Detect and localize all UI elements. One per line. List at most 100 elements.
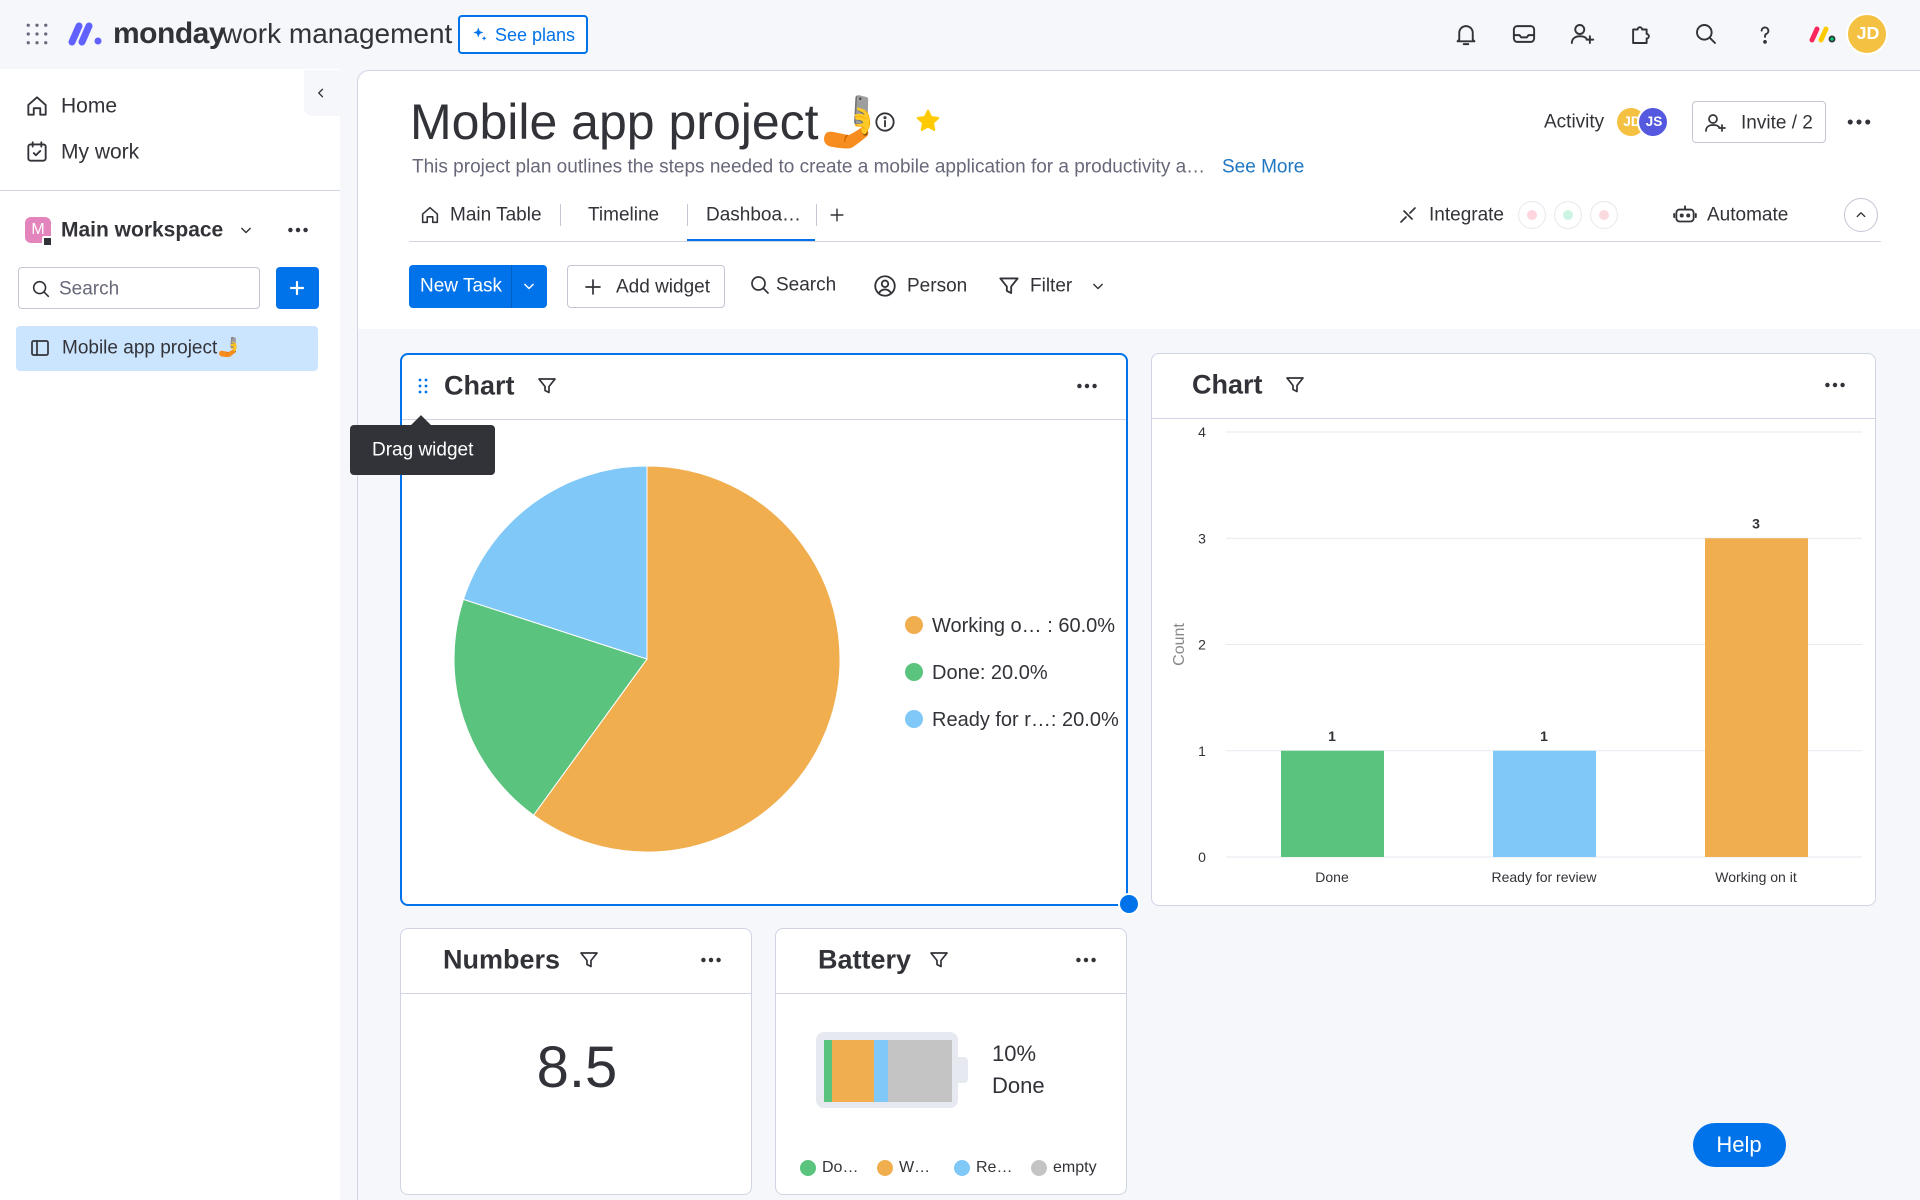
filter-icon[interactable] [996,273,1022,299]
bar-value-label: 1 [1540,728,1548,744]
drag-handle[interactable] [411,374,435,398]
activity-link[interactable]: Activity [1544,111,1605,133]
toolbar-search-icon[interactable] [748,273,772,297]
widget: Chart Working o… : 60.0% Done: 20.0% Ready … [400,353,1128,906]
favorite[interactable] [914,107,942,135]
collapse-header[interactable] [1844,198,1878,232]
widget-filter[interactable] [535,374,559,398]
toolbar-search[interactable]: Search [776,274,837,296]
sparkle-icon [473,27,487,41]
integrate-label[interactable]: Integrate [1429,204,1504,226]
tabs-divider [409,241,1881,242]
collapse-sidebar[interactable] [304,70,340,116]
widget-filter[interactable] [927,948,951,972]
workspace-home-badge [42,236,53,247]
legend-swatch [905,710,923,728]
board-item[interactable]: Mobile app project🤳 [16,326,318,371]
legend-label: Ready for r…: 20.0% [932,709,1119,731]
widget-header-divider [776,993,1126,994]
pie-slice [462,465,648,660]
bar [1281,750,1384,857]
workspace-dropdown[interactable] [236,220,256,240]
product-switcher[interactable] [1808,24,1836,44]
y-tick-label: 0 [1198,849,1206,865]
add-item-button[interactable] [276,267,319,309]
search-icon [32,280,50,298]
widget-menu[interactable] [1073,947,1099,973]
automate-icon[interactable] [1672,202,1698,228]
toolbar-filter[interactable]: Filter [1030,275,1073,297]
sidebar-divider [0,190,340,191]
integration-badge [1590,201,1618,229]
widget-header-divider [402,419,1126,420]
widget-menu[interactable] [698,947,724,973]
home-icon[interactable] [24,93,50,119]
member-avatar[interactable]: JS [1637,106,1669,138]
workspace-initial: M [31,221,45,238]
board-icon [31,340,49,356]
my-work-icon[interactable] [24,139,50,165]
resize-handle[interactable] [1118,893,1140,915]
nav-home[interactable]: Home [61,94,118,118]
see-more-link[interactable]: See More [1222,156,1305,178]
integrate-icon[interactable] [1396,203,1420,227]
workspace-name[interactable]: Main workspace [61,218,224,242]
product-name: work management [222,18,453,49]
member-avatar-initials: JS [1645,114,1663,130]
add-widget-button[interactable]: Add widget [567,265,725,308]
user-avatar[interactable]: JD [1846,13,1888,55]
view-tab[interactable]: Dashboa… [706,204,802,226]
view-tab[interactable]: Timeline [588,204,660,226]
board-info[interactable] [872,109,898,135]
plus-icon [289,280,305,296]
x-tick-label: Ready for review [1491,869,1597,885]
workspace-menu[interactable] [285,217,311,243]
see-plans-button[interactable]: See plans [458,15,588,54]
y-tick-label: 2 [1198,637,1206,653]
automate-label[interactable]: Automate [1707,204,1789,226]
new-task-button[interactable]: New Task [409,265,547,308]
battery-legend-label: empty [1053,1159,1097,1176]
nav-my-work[interactable]: My work [61,140,140,164]
invite-button[interactable]: Invite / 2 [1692,101,1826,143]
x-tick-label: Done [1315,869,1349,885]
apps-menu[interactable] [22,19,52,49]
inbox-button[interactable] [1511,21,1538,48]
add-view[interactable] [827,205,847,225]
apps-button[interactable] [1628,21,1655,48]
tab-home-icon [421,206,439,224]
active-tab-underline [687,239,815,242]
widget-title: Chart [444,370,515,401]
filter-dropdown[interactable] [1088,276,1108,296]
add-widget-label: Add widget [616,276,711,298]
help-button[interactable]: Help [1693,1123,1786,1167]
battery-legend-label: Do… [822,1159,859,1176]
search-button[interactable] [1693,21,1720,48]
legend-label: Done: 20.0% [932,662,1048,684]
collapse-up [1856,212,1866,218]
invite-members-button[interactable] [1569,21,1596,48]
widget-filter[interactable] [577,948,601,972]
widget-filter[interactable] [1283,373,1307,397]
new-task-dropdown[interactable] [519,276,539,296]
view-tab[interactable]: Main Table [450,204,542,226]
collapse-icon[interactable] [312,84,330,102]
board-menu[interactable] [1844,107,1874,137]
battery-legend-swatch [877,1160,893,1176]
see-plans-label: See plans [495,25,576,45]
bar-value-label: 1 [1328,728,1336,744]
new-task-split [511,265,512,308]
widget-menu[interactable] [1822,372,1848,398]
widget-menu[interactable] [1074,373,1100,399]
widget: Numbers 8.5 [400,928,752,1195]
notifications-button[interactable] [1453,21,1480,48]
battery-legend-swatch [800,1160,816,1176]
brand-logo[interactable] [68,21,104,47]
sidebar-search[interactable]: Search [18,267,260,309]
chart: Working o… : 60.0% Done: 20.0% Ready for r… [453,465,1119,853]
help-button[interactable] [1752,21,1779,48]
board-item-name: Mobile app project🤳 [62,337,241,359]
toolbar-person[interactable]: Person [907,275,968,297]
person-icon[interactable] [872,273,898,299]
